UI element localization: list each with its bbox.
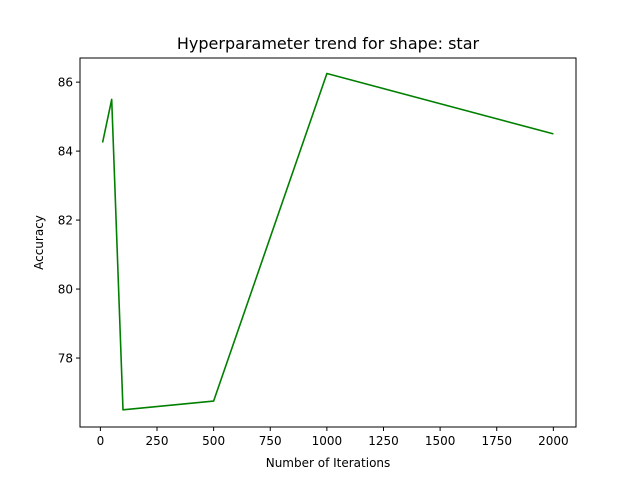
y-tick-label: 86 — [58, 76, 73, 90]
x-tick-label: 1000 — [312, 434, 343, 448]
x-tick-label: 1750 — [481, 434, 512, 448]
y-axis-label: Accuracy — [32, 215, 46, 270]
y-tick-label: 82 — [58, 214, 73, 228]
x-tick-label: 500 — [202, 434, 225, 448]
x-tick-label: 0 — [97, 434, 105, 448]
x-tick-label: 750 — [259, 434, 282, 448]
axes-frame — [79, 57, 577, 428]
x-axis-ticks: 0 250 500 750 1000 1250 1500 1750 2000 — [97, 427, 569, 448]
series-layer — [101, 72, 554, 411]
y-tick-label: 84 — [58, 145, 73, 159]
x-axis-label: Number of Iterations — [266, 456, 391, 470]
chart-title: Hyperparameter trend for shape: star — [177, 34, 480, 53]
y-tick-label: 80 — [58, 283, 73, 297]
x-tick-label: 250 — [146, 434, 169, 448]
y-tick-label: 78 — [58, 352, 73, 366]
series-line — [101, 72, 554, 411]
x-tick-label: 1500 — [425, 434, 456, 448]
y-axis-ticks: 78 80 82 84 86 — [58, 76, 80, 366]
x-tick-label: 2000 — [538, 434, 569, 448]
x-tick-label: 1250 — [368, 434, 399, 448]
